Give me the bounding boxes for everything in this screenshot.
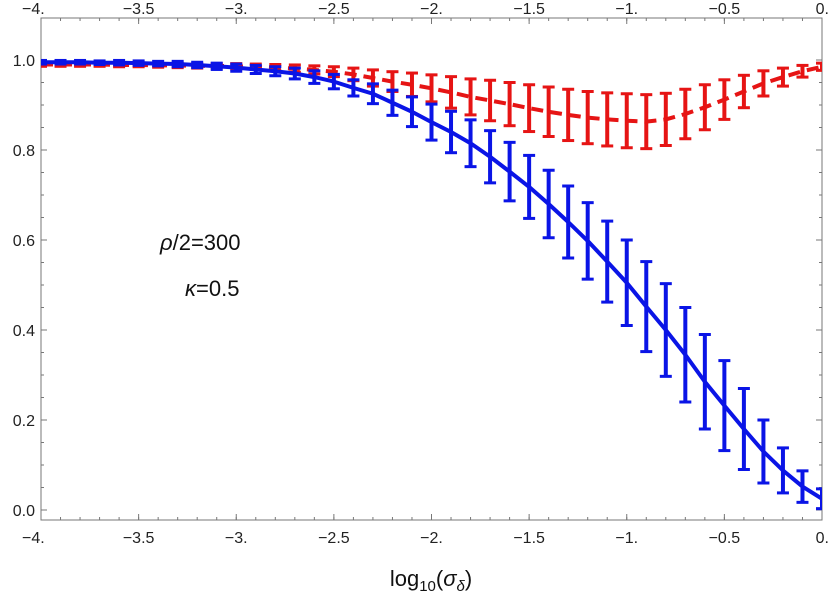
x-tick-label-bottom: −3.: [225, 530, 248, 547]
y-tick-label: 0.0: [13, 503, 35, 520]
x-tick-label-top: −2.5: [318, 1, 350, 18]
x-tick-label-bottom: −2.: [420, 530, 443, 547]
x-axis-label: log10(σδ): [390, 566, 472, 595]
y-tick-label: 0.2: [13, 413, 35, 430]
y-tick-label: 0.8: [13, 143, 35, 160]
x-tick-label-top: −3.: [225, 1, 248, 18]
y-tick-label: 1.0: [13, 53, 35, 70]
series-line-red-dashed: [41, 62, 822, 124]
series-blue-solid: [41, 58, 822, 511]
x-tick-label-bottom: −0.5: [709, 530, 741, 547]
x-tick-label-bottom: −2.5: [318, 530, 350, 547]
annotation-kappa: κ=0.5: [185, 276, 239, 301]
x-tick-label-top: −0.5: [709, 1, 741, 18]
ticks: −4. −4. −3.5 −3.5 −3. −3. −2.5 −2.5 −2. −2. −1.5 −1…: [13, 1, 829, 547]
y-tick-label: 0.6: [13, 233, 35, 250]
series-line-blue-solid: [41, 60, 822, 501]
x-tick-label-top: −1.5: [513, 1, 545, 18]
series-layer: [41, 58, 822, 511]
x-tick-label-bottom: −3.5: [123, 530, 155, 547]
x-tick-label-bottom: −1.: [615, 530, 638, 547]
x-tick-label-top: 0.: [816, 1, 829, 18]
y-tick-label: 0.4: [13, 323, 35, 340]
x-tick-label-top: −3.5: [123, 1, 155, 18]
x-tick-label-bottom: 0.: [816, 530, 829, 547]
annotation-rho: ρ/2=300: [159, 230, 241, 255]
x-tick-label-top: −1.: [615, 1, 638, 18]
x-tick-label-top: −2.: [420, 1, 443, 18]
x-tick-label-bottom: −4.: [22, 530, 45, 547]
x-tick-label-top: −4.: [22, 1, 45, 18]
x-tick-label-bottom: −1.5: [513, 530, 545, 547]
